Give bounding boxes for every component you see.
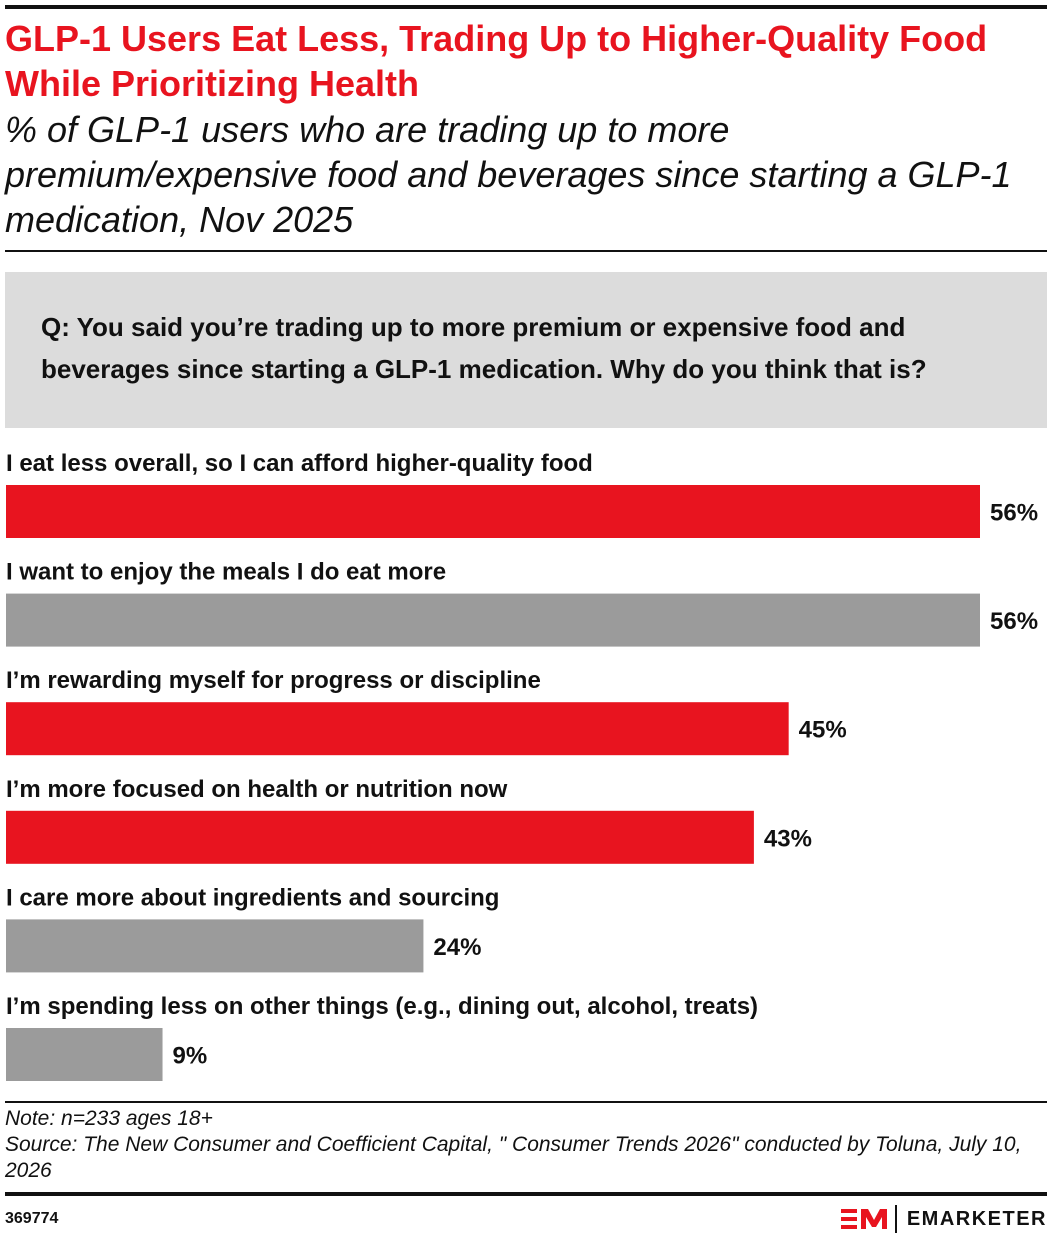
- category-label: I want to enjoy the meals I do eat more: [6, 559, 446, 586]
- bar: [6, 919, 424, 973]
- footnote: Note: n=233 ages 18+ Source: The New Con…: [5, 1106, 1045, 1184]
- header-rule: [5, 250, 1047, 252]
- category-label: I eat less overall, so I can afford high…: [6, 450, 593, 477]
- bar: [6, 593, 980, 647]
- bar: [6, 702, 789, 756]
- bottom-rule: [5, 1192, 1047, 1196]
- value-label: 24%: [433, 934, 481, 961]
- category-label: I care more about ingredients and sourci…: [6, 884, 499, 911]
- top-rule: [5, 5, 1047, 9]
- value-label: 9%: [173, 1043, 208, 1070]
- brand-divider: [894, 1205, 897, 1233]
- category-label: I’m spending less on other things (e.g.,…: [6, 993, 758, 1020]
- value-label: 56%: [990, 608, 1038, 635]
- value-label: 45%: [799, 717, 847, 744]
- bar: [6, 810, 754, 864]
- category-label: I’m more focused on health or nutrition …: [6, 776, 508, 803]
- footer-rule: [5, 1101, 1047, 1103]
- chart-subtitle: % of GLP-1 users who are trading up to m…: [5, 109, 1012, 240]
- question-text: Q: You said you’re trading up to more pr…: [41, 312, 927, 384]
- question-box: Q: You said you’re trading up to more pr…: [5, 272, 1047, 428]
- em-logo-icon: [840, 1209, 887, 1229]
- bar: [6, 485, 980, 538]
- source-text: Source: The New Consumer and Coefficient…: [5, 1133, 1022, 1182]
- chart-id: 369774: [5, 1210, 59, 1227]
- value-label: 43%: [764, 825, 812, 852]
- bar: [6, 1028, 163, 1081]
- brand-name: EMARKETER: [906, 1207, 1047, 1230]
- chart-title: GLP-1 Users Eat Less, Trading Up to High…: [5, 18, 988, 104]
- value-label: 56%: [990, 500, 1038, 527]
- category-label: I’m rewarding myself for progress or dis…: [6, 667, 541, 694]
- note-text: Note: n=233 ages 18+: [5, 1107, 213, 1130]
- brand: EMARKETER: [840, 1204, 1047, 1234]
